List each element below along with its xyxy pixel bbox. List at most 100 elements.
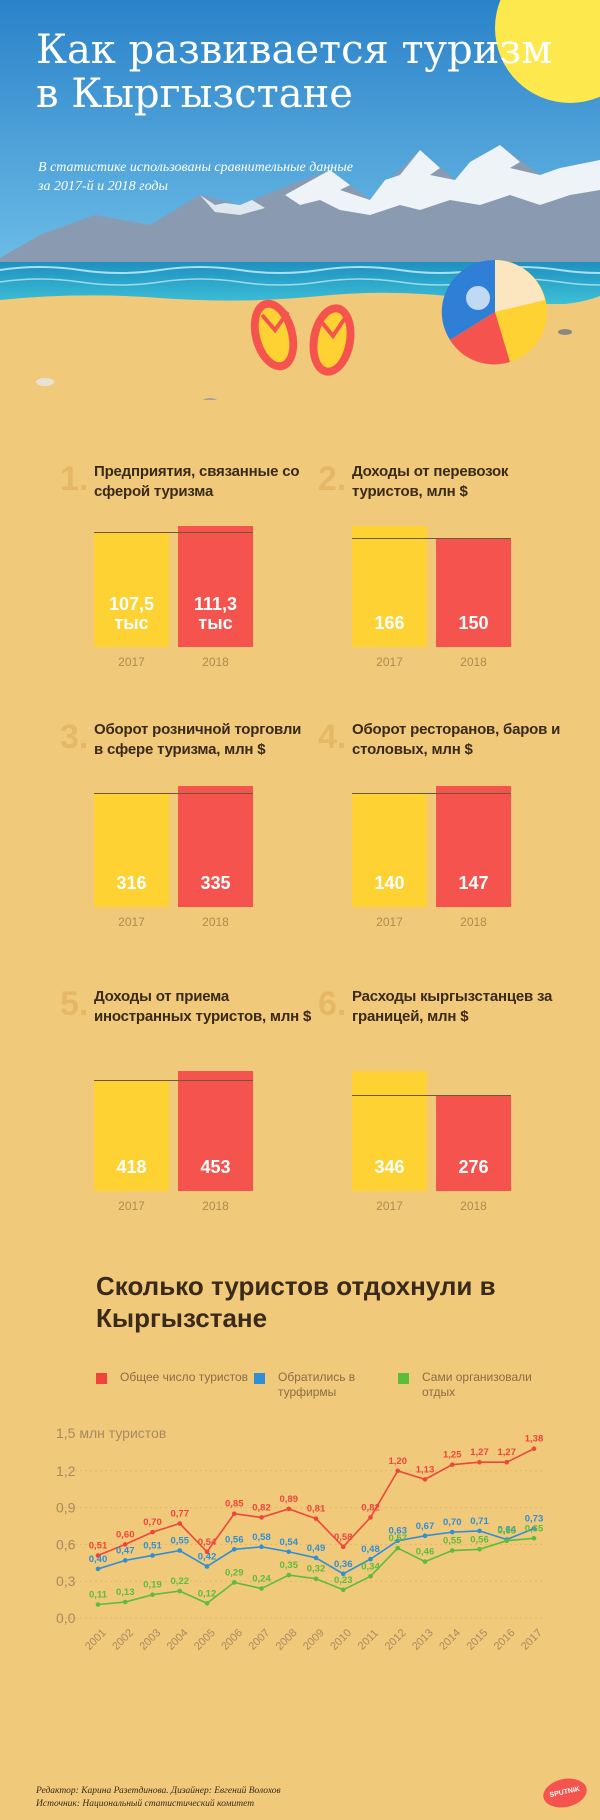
data-point xyxy=(340,1587,346,1593)
data-label: 0,24 xyxy=(252,1574,271,1585)
panel-6: 6. Расходы кыргызстанцев за границей, мл… xyxy=(318,985,578,1245)
data-label: 0,55 xyxy=(171,1536,190,1547)
data-label: 0,11 xyxy=(89,1590,108,1601)
page-title: Как развивается туризм в Кыргызстане xyxy=(36,27,553,117)
reference-line xyxy=(94,793,253,794)
x-tick-label: 2008 xyxy=(274,1627,300,1653)
bar-2018: 147 xyxy=(436,786,511,907)
x-tick-label: 2012 xyxy=(383,1627,409,1653)
footer-credits: Редактор: Карина Разетдинова. Дизайнер: … xyxy=(36,1786,281,1796)
bar-2017: 166 xyxy=(352,526,427,647)
data-label: 0,63 xyxy=(389,1526,408,1537)
data-point xyxy=(422,1559,428,1564)
data-label: 0,13 xyxy=(116,1587,135,1598)
data-label: 0,36 xyxy=(334,1559,353,1570)
bar-value: 140 xyxy=(374,873,405,893)
year-label: 2017 xyxy=(118,1199,145,1213)
data-point xyxy=(177,1548,183,1553)
bar-value: 276 xyxy=(458,1157,489,1177)
data-label: 1,25 xyxy=(443,1450,462,1461)
bar-value: 453 xyxy=(200,1157,231,1177)
bar-2018: 150 xyxy=(436,538,511,647)
bar-2018: 453 xyxy=(178,1071,253,1191)
data-label: 0,54 xyxy=(280,1537,299,1548)
data-point xyxy=(449,1548,455,1553)
year-label: 2018 xyxy=(460,915,487,929)
year-label: 2017 xyxy=(118,915,145,929)
data-point xyxy=(231,1547,237,1552)
panel-title: Предприятия, связанные со сферой туризма xyxy=(94,463,300,500)
x-tick-label: 2002 xyxy=(110,1627,136,1653)
data-point xyxy=(286,1572,292,1578)
data-point xyxy=(504,1538,510,1544)
data-point xyxy=(122,1599,128,1605)
data-label: 0,70 xyxy=(143,1517,162,1528)
data-point xyxy=(477,1528,482,1534)
wave xyxy=(0,266,600,274)
data-point xyxy=(395,1545,401,1551)
reference-line xyxy=(352,793,511,794)
panel-title: Доходы от перевозок туристов, млн $ xyxy=(352,463,509,500)
legend-label: Общее число туристов xyxy=(120,1370,249,1384)
data-point xyxy=(477,1459,482,1465)
panel-number: 2. xyxy=(318,460,347,498)
reference-line xyxy=(352,1095,511,1096)
panel-number: 6. xyxy=(318,985,347,1023)
pebble xyxy=(36,378,54,386)
data-point xyxy=(95,1553,101,1558)
data-label: 0,19 xyxy=(143,1580,162,1591)
panel-title: Доходы от приема иностранных туристов, м… xyxy=(94,988,312,1025)
data-label: 0,42 xyxy=(198,1551,217,1562)
x-tick-label: 2011 xyxy=(356,1627,381,1652)
data-point xyxy=(150,1592,155,1597)
x-tick-label: 2015 xyxy=(464,1627,490,1653)
year-label: 2017 xyxy=(118,655,145,669)
panel-1: 1. Предприятия, связанные со сферой тури… xyxy=(60,460,320,720)
bar-value: 150 xyxy=(458,613,489,633)
bar-value: 418 xyxy=(116,1157,147,1177)
data-label: 0,85 xyxy=(225,1499,244,1510)
flip-flops xyxy=(250,299,355,376)
data-point xyxy=(177,1521,183,1526)
bar-value: 166 xyxy=(374,613,405,633)
panel-number: 3. xyxy=(60,718,89,756)
data-point xyxy=(368,1556,373,1562)
data-point xyxy=(150,1529,155,1535)
legend-swatch xyxy=(96,1373,107,1384)
data-point xyxy=(286,1506,292,1512)
panel-number: 5. xyxy=(60,985,89,1023)
x-tick-label: 2009 xyxy=(301,1627,327,1653)
footer-source: Источник: Национальный статистический ко… xyxy=(36,1799,255,1809)
data-label: 0,58 xyxy=(252,1532,271,1543)
pebble xyxy=(203,398,217,400)
data-label: 0,29 xyxy=(225,1567,244,1578)
data-point xyxy=(422,1477,428,1482)
year-label: 2018 xyxy=(202,1199,229,1213)
data-label: 1,27 xyxy=(470,1447,489,1458)
data-label: 0,12 xyxy=(198,1588,217,1599)
panel-number: 1. xyxy=(60,460,89,498)
reference-line xyxy=(94,1080,253,1081)
legend-label: Обратились в турфирмы xyxy=(278,1370,356,1399)
data-label: 0,23 xyxy=(334,1575,353,1586)
mountain-snow xyxy=(285,145,600,215)
data-label: 0,63 xyxy=(498,1526,517,1537)
legend-swatch xyxy=(254,1373,265,1384)
data-point xyxy=(259,1515,264,1520)
panel-5: 5. Доходы от приема иностранных туристов… xyxy=(60,985,320,1245)
data-point xyxy=(95,1602,101,1607)
panel-number: 4. xyxy=(318,718,347,756)
bar-2018: 335 xyxy=(178,786,253,907)
data-point xyxy=(531,1535,537,1541)
data-label: 1,13 xyxy=(416,1464,435,1475)
data-point xyxy=(504,1459,510,1465)
data-label: 0,35 xyxy=(280,1560,299,1571)
reference-line xyxy=(352,538,511,539)
data-label: 0,22 xyxy=(171,1576,190,1587)
data-point xyxy=(477,1547,482,1552)
data-point xyxy=(231,1580,237,1585)
series-line xyxy=(97,1448,535,1557)
page-subtitle: В статистике использованы сравнительные … xyxy=(38,160,353,194)
bar-2017: 140 xyxy=(352,793,427,907)
